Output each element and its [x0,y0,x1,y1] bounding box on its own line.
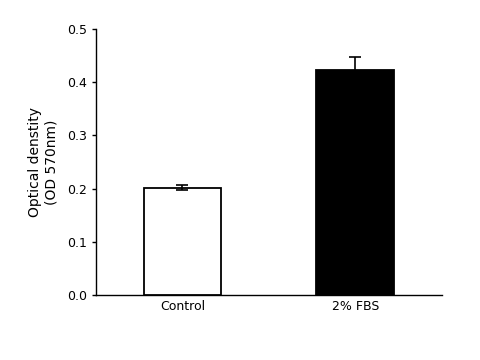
Y-axis label: Optical denstity
(OD 570nm): Optical denstity (OD 570nm) [28,107,59,217]
Bar [316,70,394,295]
Bar [144,188,221,295]
